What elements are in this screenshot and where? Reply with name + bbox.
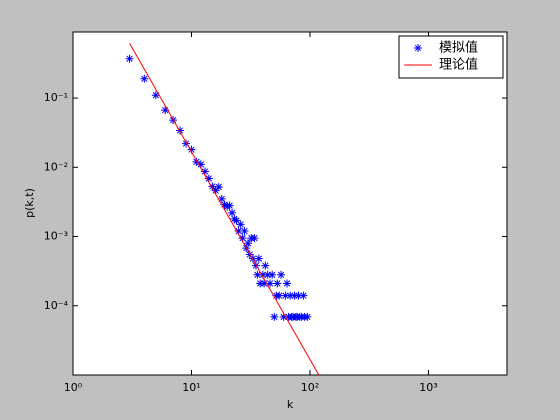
data-point [228, 208, 237, 217]
data-point [125, 54, 134, 63]
data-point [208, 182, 217, 191]
data-point [277, 270, 286, 279]
data-point [161, 106, 170, 115]
data-point [214, 182, 223, 191]
data-point [234, 227, 243, 236]
data-point [204, 174, 213, 183]
y-tick-label: 10⁻² [44, 160, 68, 173]
data-point [268, 270, 277, 279]
y-tick-label: 10⁻¹ [44, 91, 68, 104]
data-point [187, 145, 196, 154]
data-point [182, 139, 191, 148]
data-point [283, 279, 292, 288]
data-point [281, 291, 290, 300]
data-point [294, 291, 303, 300]
data-point [196, 160, 205, 169]
data-point [254, 254, 263, 263]
data-point [273, 279, 282, 288]
data-point [151, 91, 160, 100]
y-tick-label: 10⁻³ [44, 230, 68, 243]
legend-label: 模拟值 [439, 40, 478, 56]
data-point [238, 234, 247, 243]
data-point [258, 270, 267, 279]
data-point [279, 312, 288, 321]
data-point [260, 279, 269, 288]
data-point [225, 201, 234, 210]
data-point [270, 312, 279, 321]
x-tick-label: 10⁰ [64, 381, 83, 394]
legend-marker [414, 44, 422, 52]
data-point [303, 312, 312, 321]
plot-marks [125, 42, 320, 375]
data-point [140, 74, 149, 83]
data-line [129, 42, 320, 375]
data-point [286, 291, 295, 300]
data-point [200, 167, 209, 176]
x-tick-label: 10³ [419, 381, 437, 394]
data-point [290, 291, 299, 300]
data-point [253, 270, 262, 279]
data-point [192, 157, 201, 166]
data-point [217, 194, 226, 203]
data-point [244, 239, 253, 248]
y-tick-label: 10⁻⁴ [44, 299, 69, 312]
data-point [275, 291, 284, 300]
data-point [240, 227, 249, 236]
data-point [261, 261, 270, 270]
x-axis-label: k [287, 398, 294, 411]
data-point [299, 291, 308, 300]
data-point [266, 279, 275, 288]
data-point [232, 216, 241, 225]
data-point [250, 234, 259, 243]
data-point [263, 270, 272, 279]
data-point [223, 202, 232, 211]
legend-box [398, 35, 504, 79]
data-point [176, 126, 185, 135]
x-tick-label: 10² [301, 381, 319, 394]
data-point [236, 220, 245, 229]
y-axis-label: p(k,t) [23, 188, 36, 218]
data-point [211, 186, 220, 195]
legend-label: 理论值 [439, 57, 478, 73]
x-tick-label: 10¹ [182, 381, 200, 394]
